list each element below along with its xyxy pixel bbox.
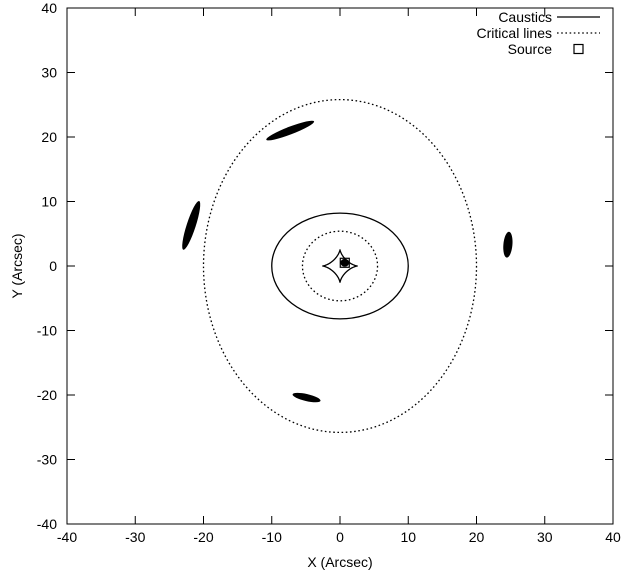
lensed-image <box>266 120 315 141</box>
y-tick-label: -40 <box>37 516 57 532</box>
y-tick-label: -10 <box>37 323 57 339</box>
y-tick-label: 20 <box>41 129 57 145</box>
x-tick-label: -10 <box>262 529 282 545</box>
critical-line-ellipse <box>202 98 478 434</box>
y-tick-label: 40 <box>41 0 57 16</box>
x-tick-label: -30 <box>125 529 145 545</box>
lensed-image <box>292 392 321 403</box>
legend-sample-square <box>573 43 584 55</box>
x-axis-label: X (Arcsec) <box>307 554 372 570</box>
plot-series <box>202 98 478 434</box>
lensed-image <box>503 231 513 258</box>
y-tick-label: -30 <box>37 452 57 468</box>
source-marker <box>339 257 350 268</box>
caustic-ellipse <box>271 212 409 320</box>
x-tick-label: 40 <box>605 529 621 545</box>
legend-label: Source <box>508 41 553 57</box>
y-tick-label: 0 <box>49 258 57 274</box>
y-axis-label: Y (Arcsec) <box>9 233 25 298</box>
critical-line-ellipse <box>301 230 379 302</box>
y-tick-label: 30 <box>41 65 57 81</box>
caustic-astroid <box>322 249 358 283</box>
lensed-image <box>340 258 350 267</box>
x-tick-label: 20 <box>469 529 485 545</box>
lensed-image <box>182 200 201 250</box>
legend-label: Critical lines <box>477 25 552 41</box>
y-tick-label: 10 <box>41 194 57 210</box>
legend-label: Caustics <box>498 9 552 25</box>
x-tick-label: -40 <box>57 529 77 545</box>
lensed-images <box>182 120 513 403</box>
y-tick-label: -20 <box>37 387 57 403</box>
x-tick-label: -20 <box>193 529 213 545</box>
x-tick-label: 0 <box>336 529 344 545</box>
x-tick-label: 30 <box>537 529 553 545</box>
axis-ticks: -40 -30 -20 -10 0 10 20 30 40 -40 -30 -20 -10 0 10 20 30… <box>37 0 621 545</box>
x-tick-label: 10 <box>400 529 416 545</box>
